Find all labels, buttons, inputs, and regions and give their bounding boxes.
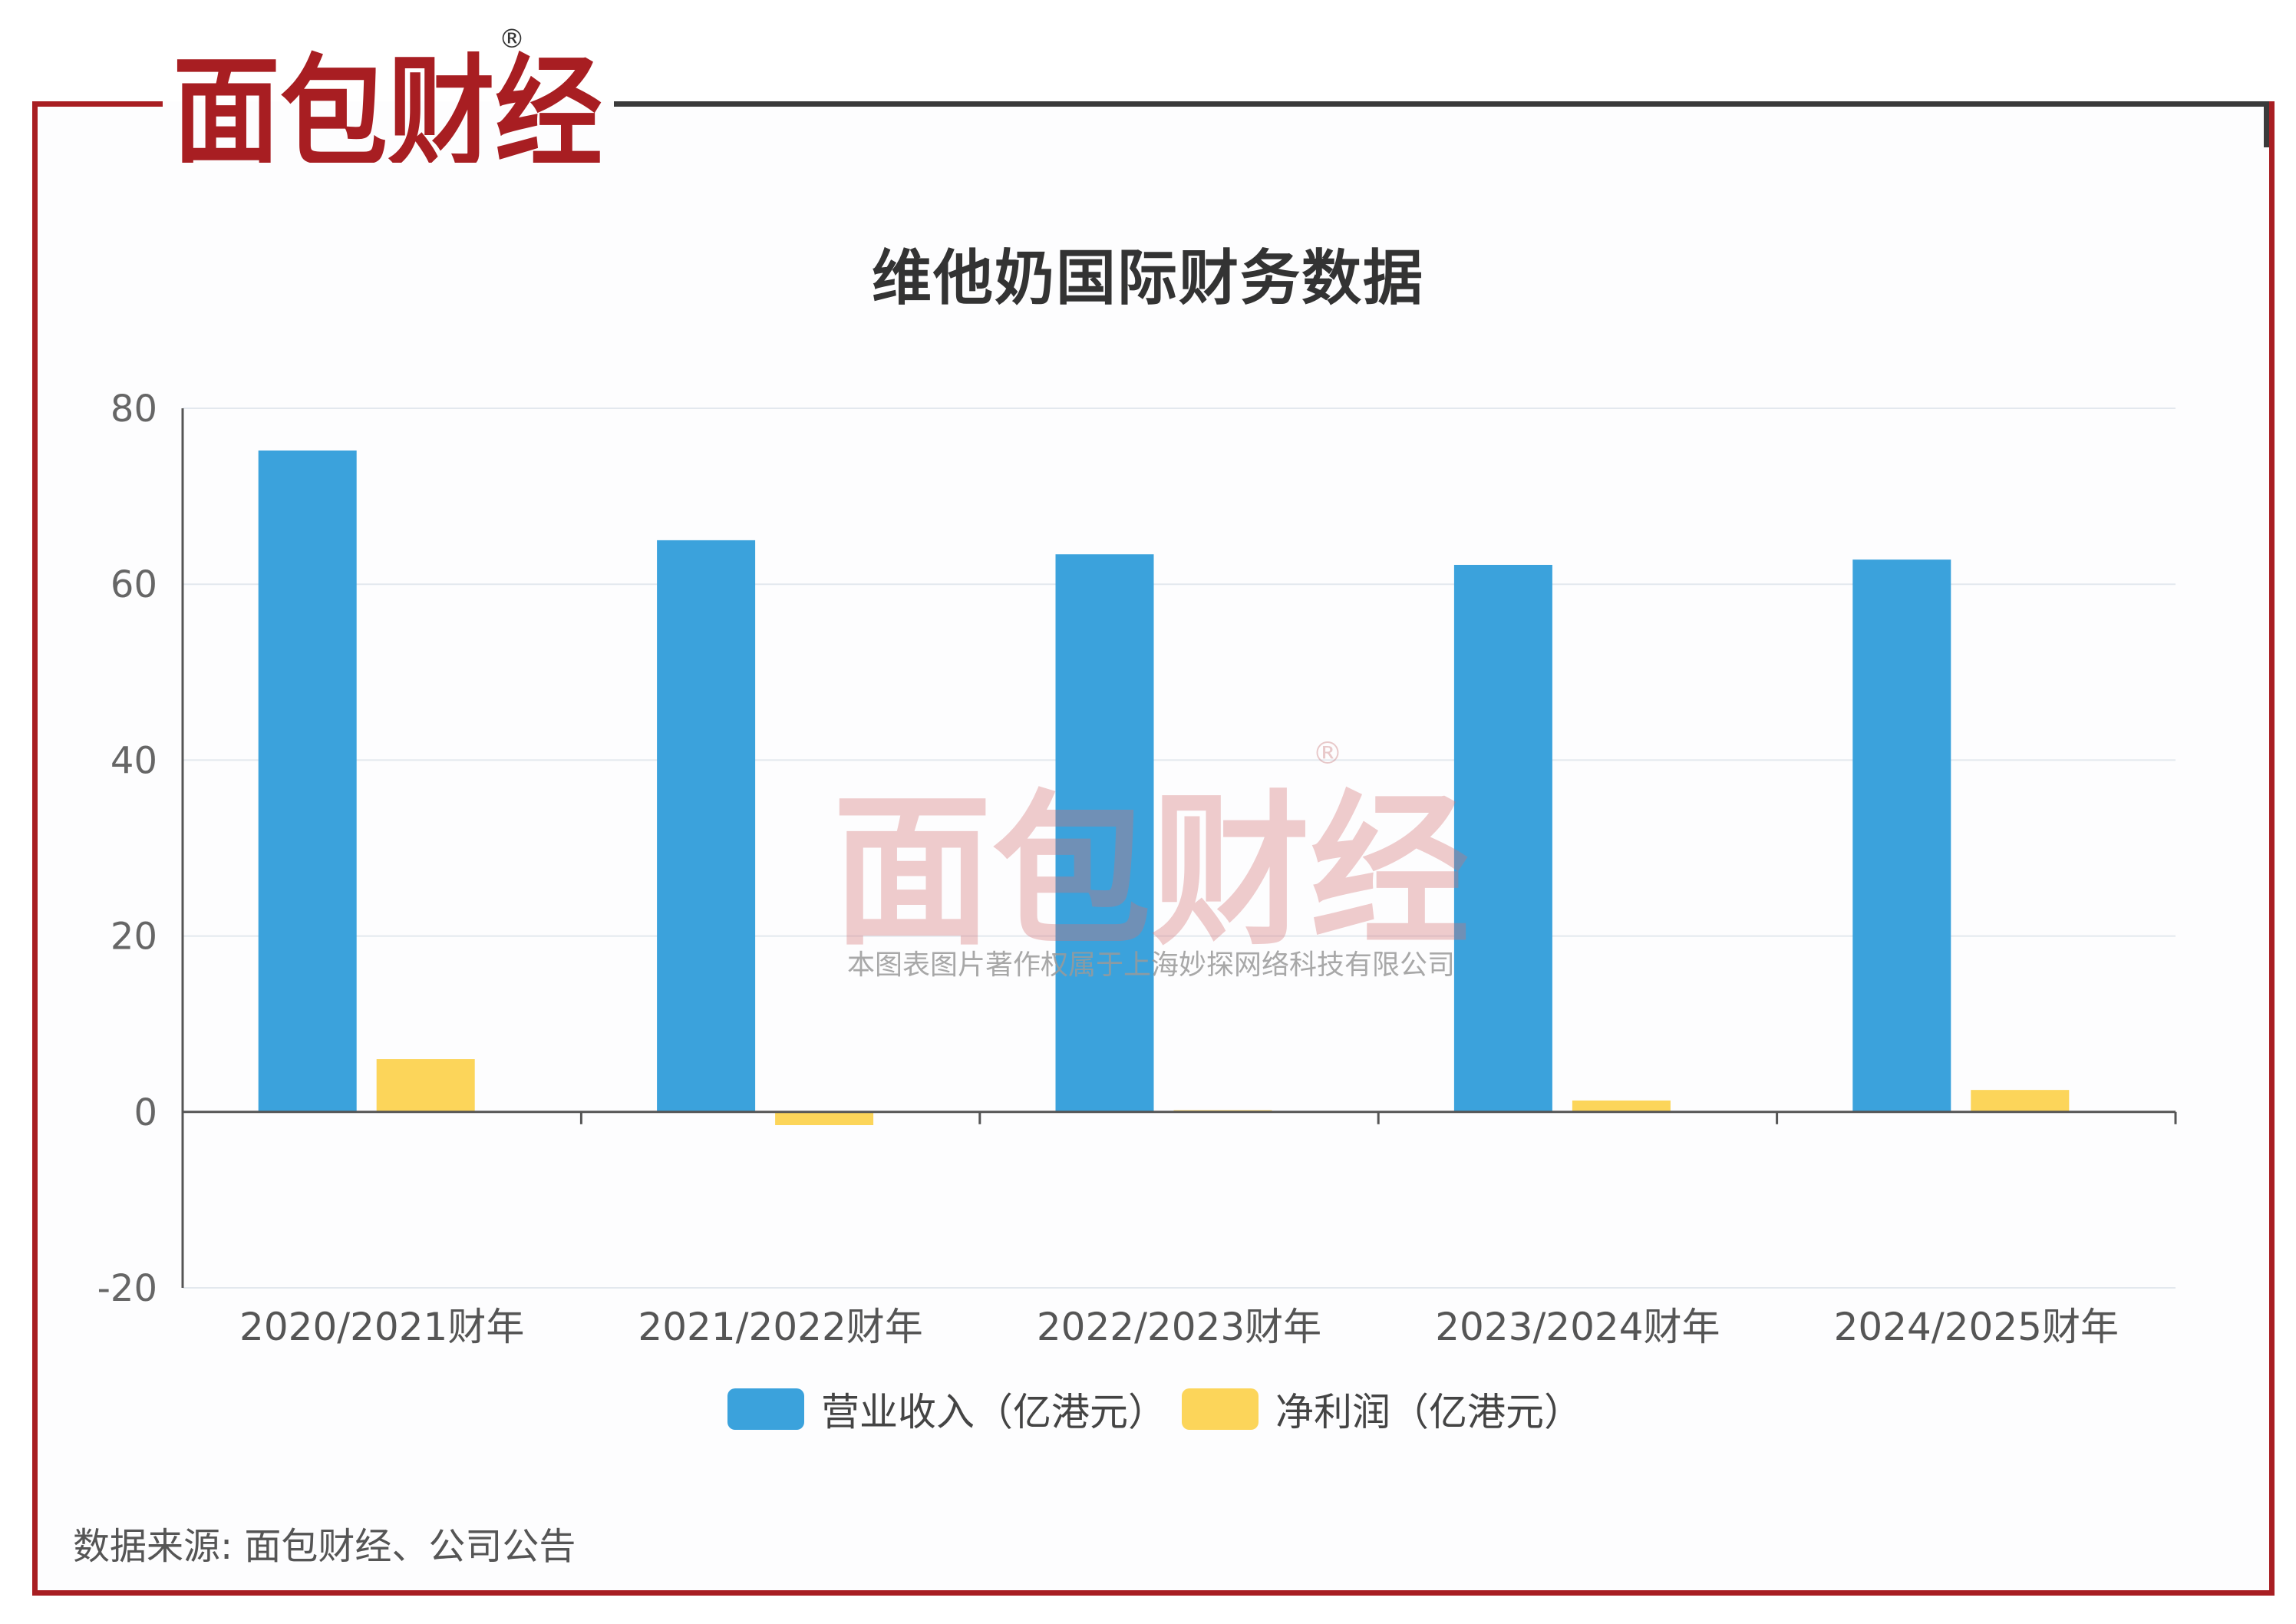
bar[interactable] [1971, 1090, 2070, 1112]
x-tick-label: 2021/2022财年 [638, 1305, 922, 1349]
logo-text: 面包财经 [173, 43, 602, 163]
data-source-note: 数据来源: 面包财经、公司公告 [73, 1525, 576, 1568]
legend-swatch-revenue [727, 1388, 804, 1430]
watermark-copyright: 本图表图片著作权属于上海妙探网络科技有限公司 [846, 949, 1455, 981]
registered-mark: ® [499, 24, 525, 54]
legend-label-revenue: 营业收入（亿港元） [821, 1390, 1166, 1434]
bar[interactable] [1572, 1100, 1671, 1112]
y-tick-label: -20 [97, 1267, 157, 1310]
watermark-logo: ® 面包财经 [833, 736, 1470, 968]
legend-label-net-profit: 净利润（亿港元） [1275, 1390, 1582, 1434]
bars [258, 451, 2070, 1125]
bar[interactable] [775, 1111, 874, 1125]
bar[interactable] [376, 1059, 475, 1112]
x-tick-label: 2020/2021财年 [239, 1305, 524, 1349]
y-tick-label: 0 [134, 1091, 157, 1134]
frame-top-left-rule [32, 101, 163, 107]
y-tick-label: 60 [111, 563, 157, 606]
gridlines [183, 408, 2176, 1289]
legend-item-net-profit[interactable]: 净利润（亿港元） [1182, 1378, 1582, 1440]
legend: 营业收入（亿港元） 净利润（亿港元） [0, 1378, 2296, 1440]
legend-swatch-net-profit [1182, 1388, 1259, 1430]
brand-logo: ® 面包财经 [173, 24, 602, 163]
watermark-text-logo: 面包财经 [833, 775, 1470, 968]
bar[interactable] [1055, 554, 1154, 1112]
bar[interactable] [1453, 564, 1552, 1112]
bar[interactable] [258, 451, 357, 1112]
y-tick-label: 80 [111, 388, 157, 431]
frame-right-corner [2264, 101, 2269, 147]
x-tick-label: 2024/2025财年 [1834, 1305, 2119, 1349]
watermark-registered-mark: ® [1312, 736, 1343, 771]
y-tick-label: 40 [111, 739, 157, 782]
legend-item-revenue[interactable]: 营业收入（亿港元） [727, 1378, 1166, 1440]
x-tick-label: 2022/2023财年 [1037, 1305, 1321, 1349]
y-tick-label: 20 [111, 916, 157, 959]
x-tick-label: 2023/2024财年 [1435, 1305, 1720, 1349]
bar[interactable] [1852, 559, 1951, 1112]
axes: 80 60 40 20 0 -20 2020/2021财年 2021/2022财年 2022/2… [97, 388, 2177, 1349]
frame-top-right-rule [614, 101, 2269, 107]
chart-title: 维他奶国际财务数据 [871, 244, 1424, 313]
bar[interactable] [657, 540, 756, 1112]
